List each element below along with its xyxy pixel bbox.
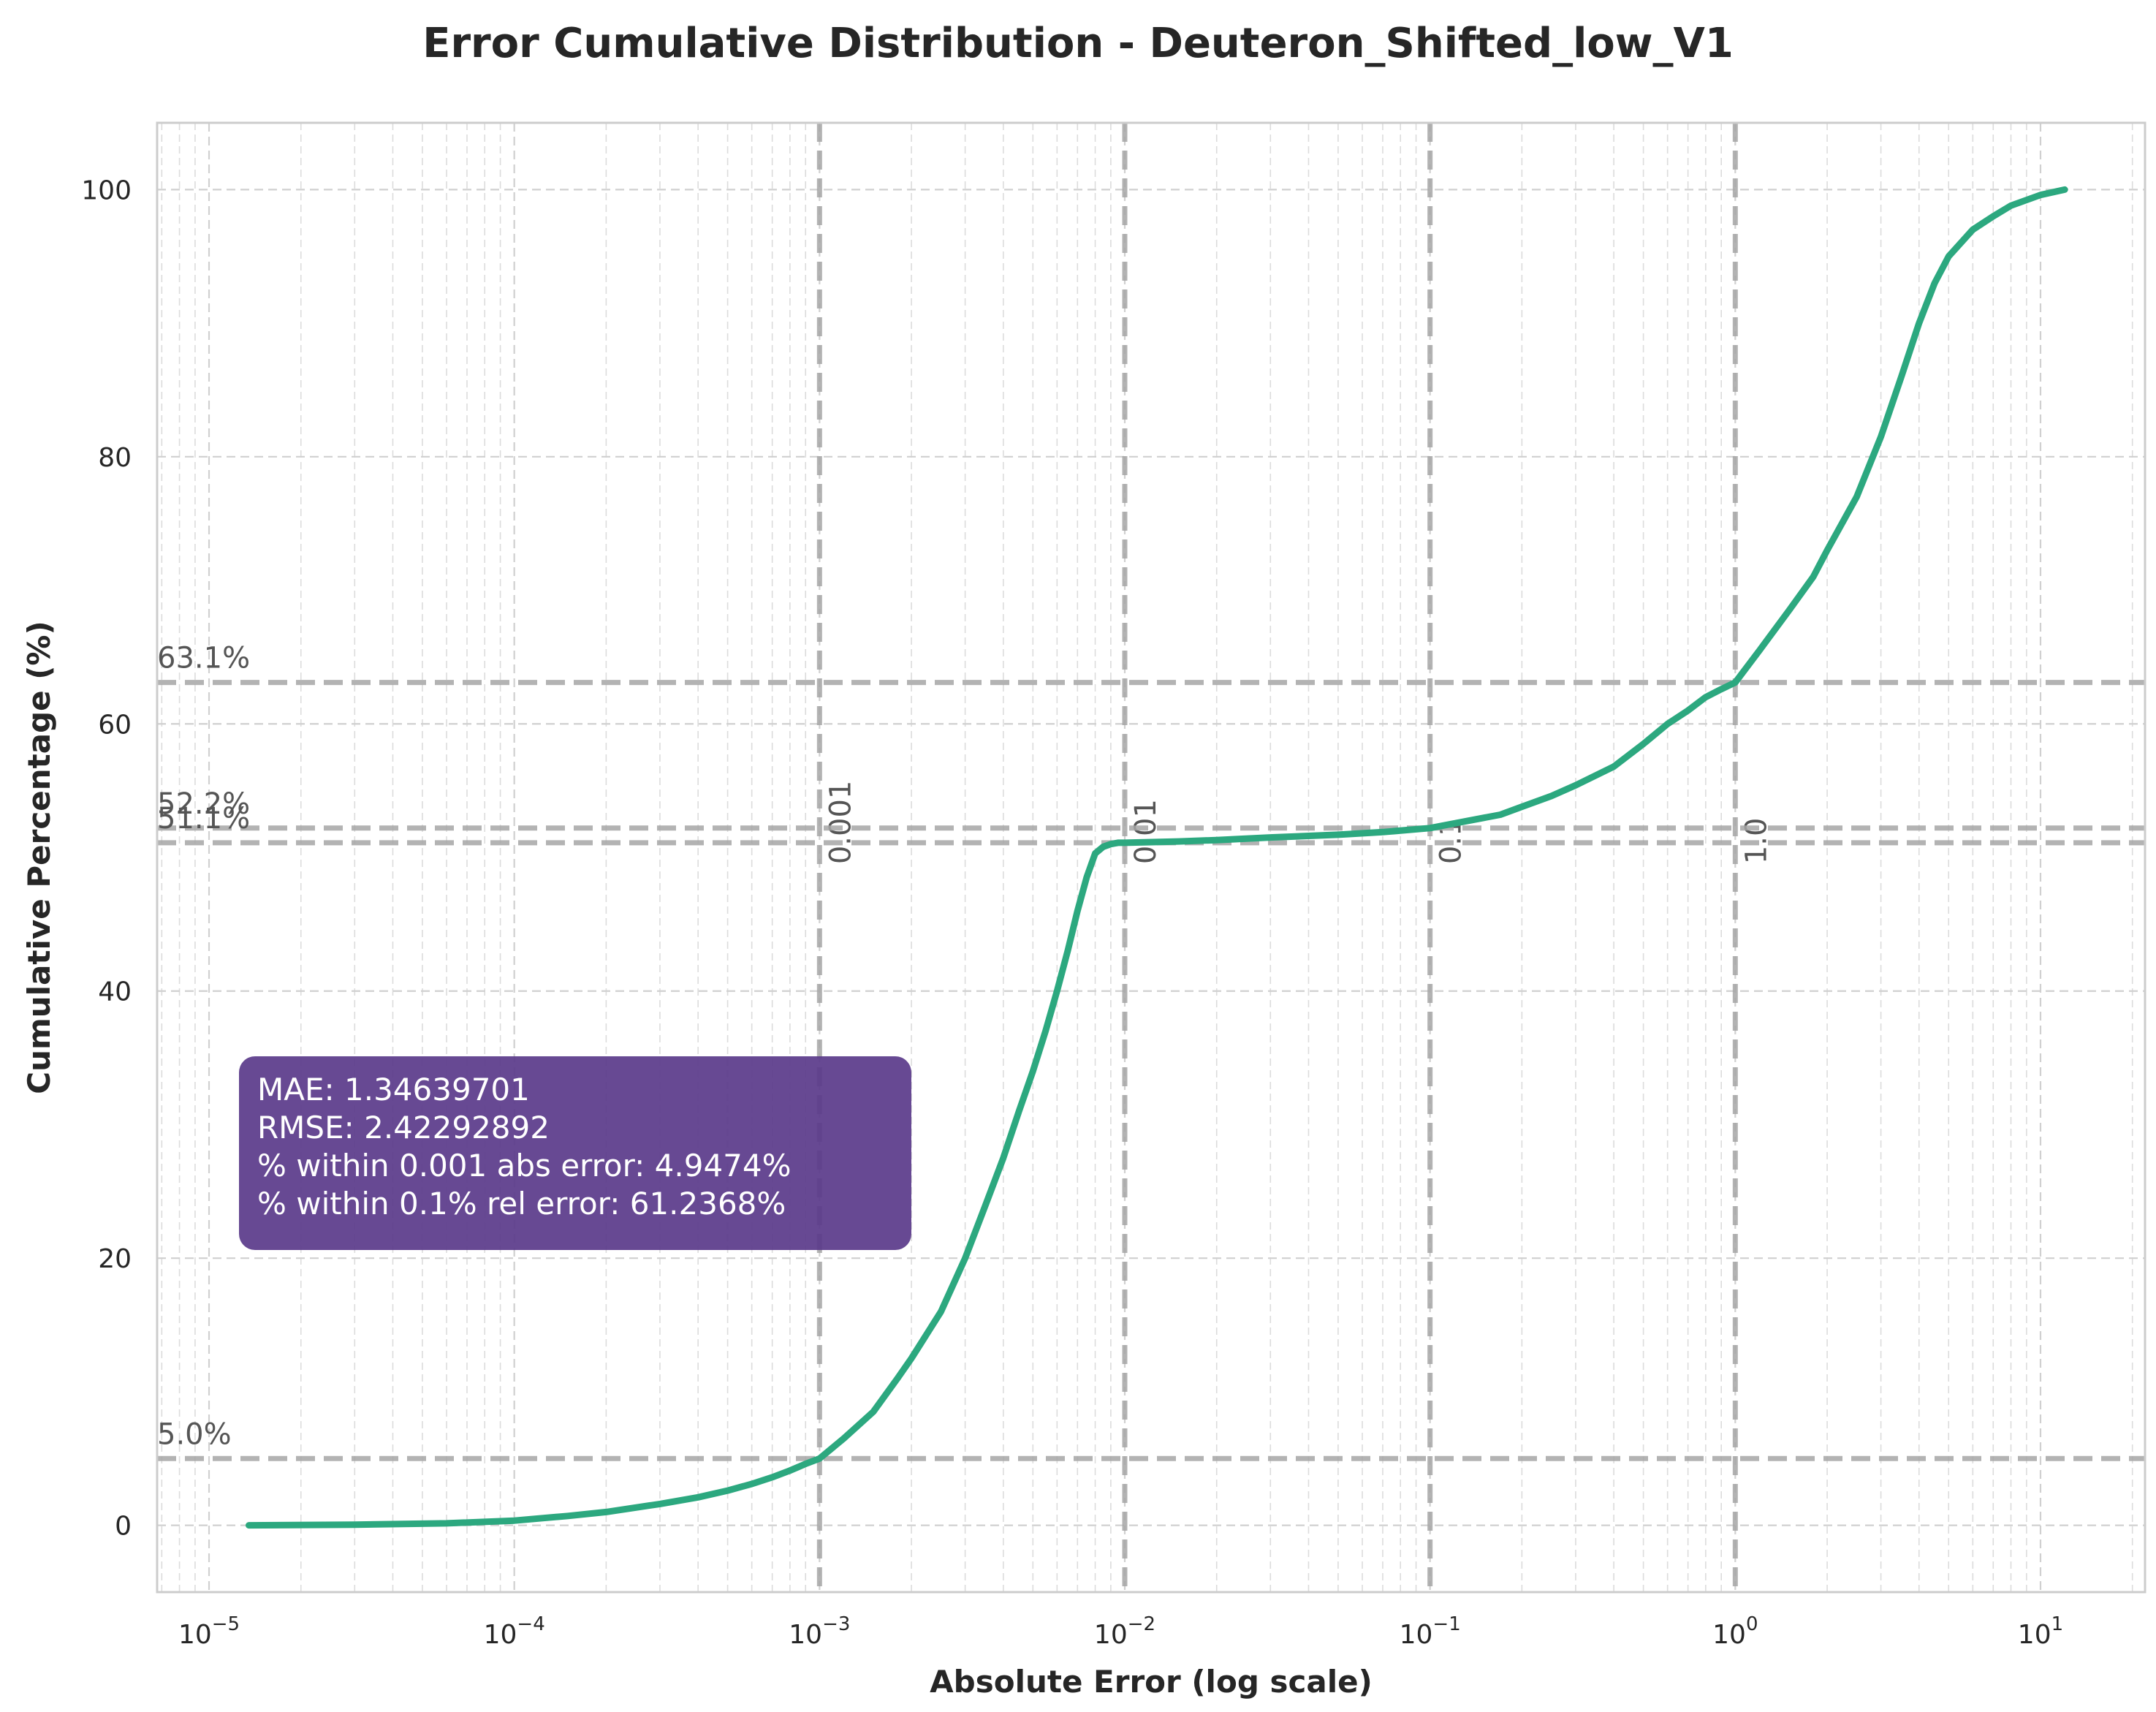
hline-label: 52.2% bbox=[157, 787, 250, 821]
y-axis-label: Cumulative Percentage (%) bbox=[21, 621, 57, 1094]
y-tick-label: 100 bbox=[81, 175, 132, 205]
series bbox=[246, 186, 2068, 1529]
stats-within-abs: % within 0.001 abs error: 4.9474% bbox=[257, 1148, 792, 1183]
vline-label: 0.01 bbox=[1129, 799, 1163, 864]
tick-labels: 10−5 10−4 10−3 10−2 10−1 100 101 0 20 40 60 80 100 bbox=[81, 175, 2063, 1650]
x-axis-label: Absolute Error (log scale) bbox=[930, 1664, 1373, 1700]
x-tick-label: 10−1 bbox=[1400, 1613, 1461, 1650]
y-tick-label: 20 bbox=[98, 1244, 132, 1274]
plot-frame bbox=[156, 121, 2146, 1594]
chart-title: Error Cumulative Distribution - Deuteron… bbox=[422, 20, 1734, 67]
x-tick-label: 100 bbox=[1712, 1613, 1758, 1650]
stats-within-rel: % within 0.1% rel error: 61.2368% bbox=[257, 1186, 786, 1221]
hline-label: 63.1% bbox=[157, 642, 250, 675]
y-tick-label: 60 bbox=[98, 710, 132, 740]
hline-label: 5.0% bbox=[157, 1417, 232, 1451]
cdf-series-line bbox=[246, 186, 2068, 1529]
x-tick-label: 10−4 bbox=[484, 1613, 545, 1650]
stats-box: MAE: 1.34639701 RMSE: 2.42292892 % withi… bbox=[239, 1056, 911, 1250]
vline-label: 0.001 bbox=[824, 781, 857, 865]
stats-mae: MAE: 1.34639701 bbox=[257, 1072, 530, 1107]
hline-label: 51.1% bbox=[157, 802, 250, 836]
y-tick-label: 0 bbox=[115, 1512, 132, 1542]
y-tick-label: 40 bbox=[98, 977, 132, 1007]
stats-box-background bbox=[239, 1056, 911, 1250]
x-tick-label: 10−5 bbox=[178, 1613, 240, 1650]
x-tick-label: 101 bbox=[2018, 1613, 2063, 1650]
x-tick-label: 10−2 bbox=[1094, 1613, 1155, 1650]
x-tick-label: 10−3 bbox=[789, 1613, 850, 1650]
y-tick-label: 80 bbox=[98, 443, 132, 473]
stats-rmse: RMSE: 2.42292892 bbox=[257, 1110, 550, 1145]
